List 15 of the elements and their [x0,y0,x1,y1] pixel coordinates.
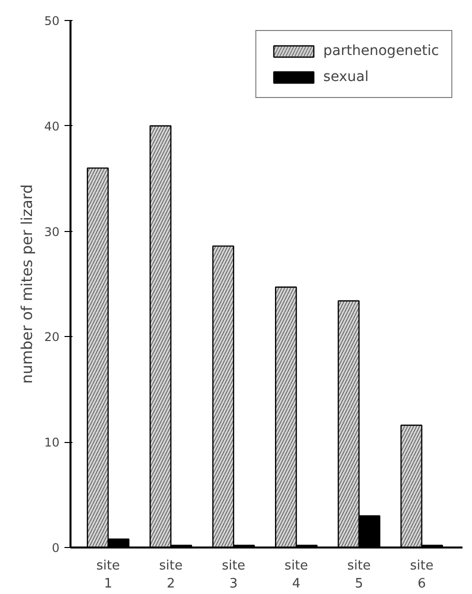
y-tick-label: 30 [44,224,60,239]
legend-label: parthenogenetic [323,43,439,59]
legend-label: sexual [323,69,369,85]
y-tick-label: 20 [44,330,60,344]
x-tick-label: site 4 [284,558,308,592]
y-tick-label: 0 [52,541,60,555]
y-tick-label: 10 [44,436,60,450]
x-tick-label: site 1 [96,558,120,592]
y-axis-title: number of mites per lizard [18,184,36,384]
x-tick-label: site 5 [347,558,371,592]
y-tick-label: 40 [44,119,60,134]
x-tick-label: site 2 [159,558,183,592]
x-tick-label: site 6 [410,558,434,592]
x-tick-label: site 3 [222,558,246,592]
y-tick-label: 50 [44,14,60,28]
